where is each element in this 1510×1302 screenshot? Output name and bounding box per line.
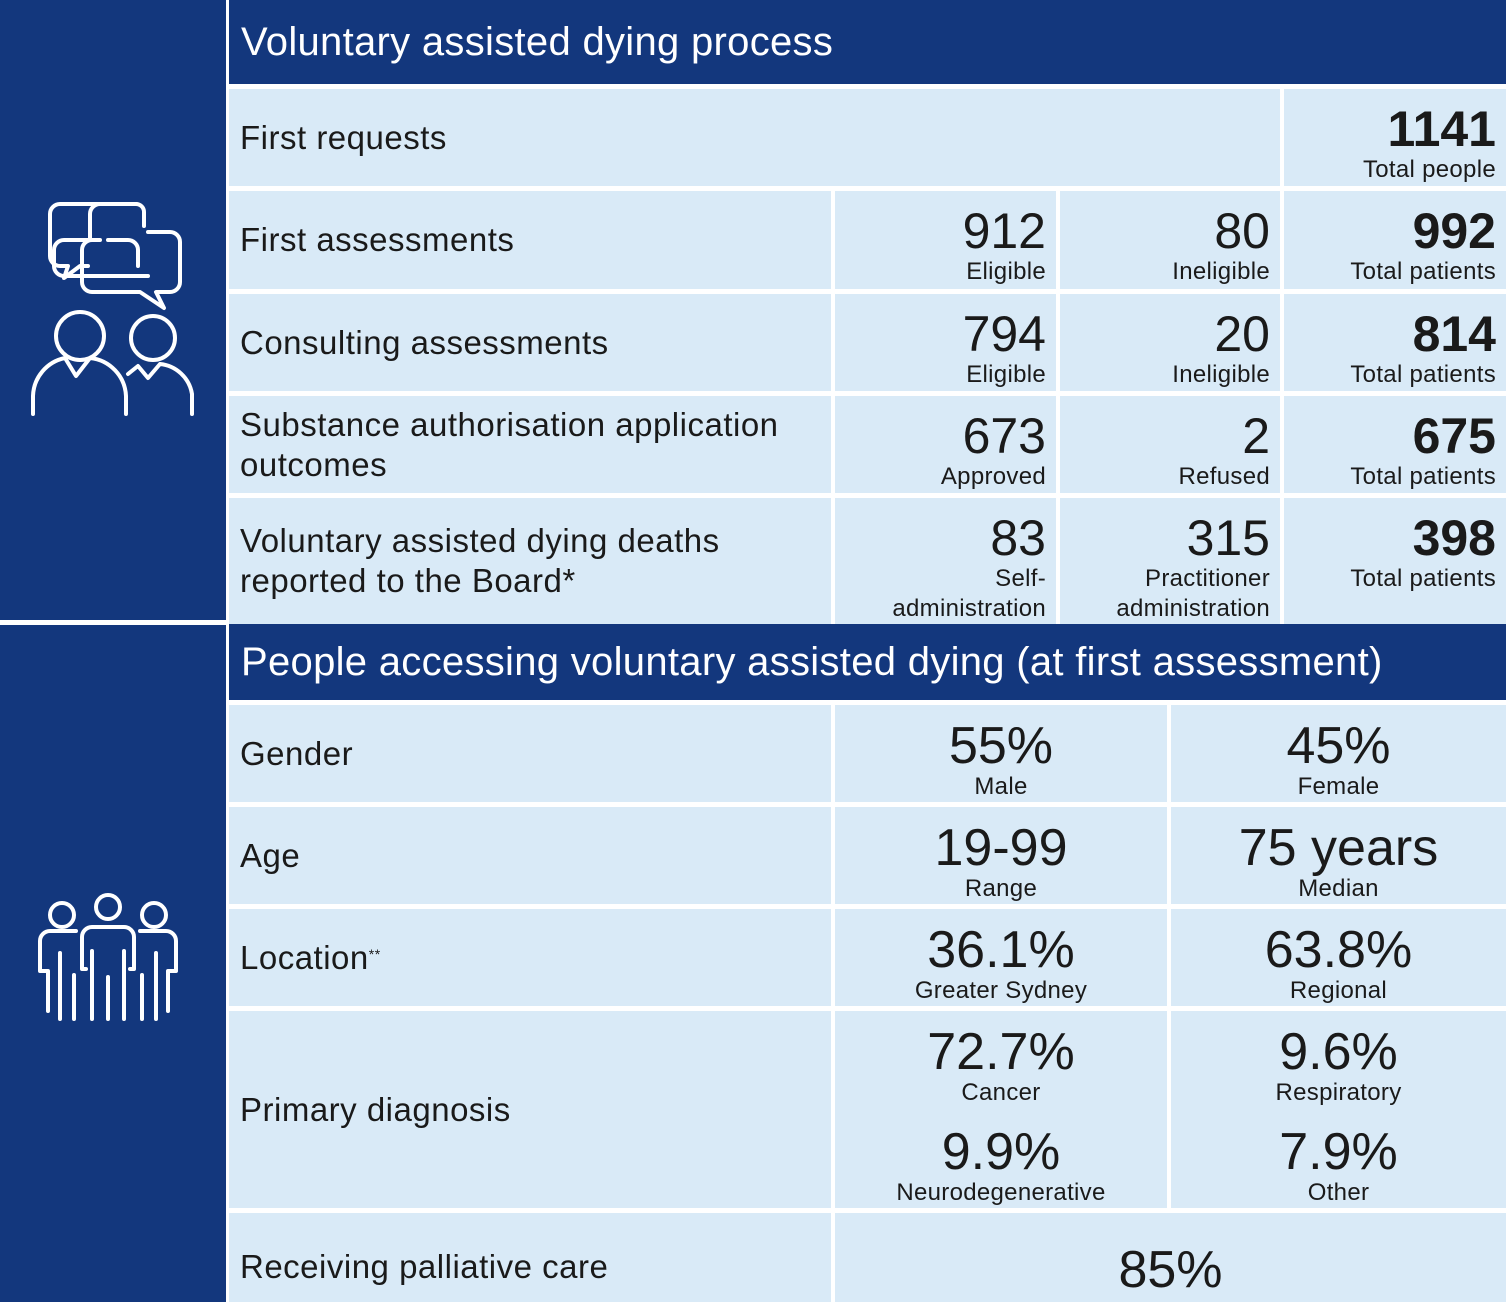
value-cell: 55% Male <box>835 705 1167 802</box>
value-cell: 315 Practitioner administration <box>1060 498 1280 624</box>
total-value: 675 <box>1412 408 1496 464</box>
total-cell: 675 Total patients <box>1284 396 1506 493</box>
value-label: Female <box>1297 773 1380 800</box>
value-label: Refused <box>1178 463 1270 490</box>
value-cell: 673 Approved <box>835 396 1056 493</box>
total-label: Total patients <box>1350 565 1496 592</box>
row-label: First requests <box>229 89 1280 186</box>
value-cell: 80 Ineligible <box>1060 191 1280 289</box>
row-label: Voluntary assisted dying deaths reported… <box>229 498 831 624</box>
row-label: Gender <box>229 705 831 802</box>
value-cell: 9.6% Respiratory 7.9% Other <box>1171 1011 1506 1208</box>
value-label: Approved <box>940 463 1046 490</box>
value-label: Cancer <box>961 1079 1041 1106</box>
divider <box>0 620 229 625</box>
value-cell: 75 years Median <box>1171 807 1506 904</box>
value-cell: 83 Self-administration <box>835 498 1056 624</box>
value-cell: 2 Refused <box>1060 396 1280 493</box>
value: 9.6% <box>1279 1023 1398 1081</box>
value-cell: 20 Ineligible <box>1060 294 1280 391</box>
row-label: First assessments <box>229 191 831 289</box>
value-label: Eligible <box>966 258 1046 285</box>
row-label: Location ** <box>229 909 831 1006</box>
value-label: Eligible <box>966 361 1046 388</box>
value: 315 <box>1186 510 1270 566</box>
value: 75 years <box>1238 819 1439 877</box>
section-icon-panel <box>0 0 226 620</box>
value: 85% <box>1118 1241 1223 1299</box>
value-label: Median <box>1298 875 1379 902</box>
value-label: Regional <box>1289 977 1388 1004</box>
value-cell: 19-99 Range <box>835 807 1167 904</box>
value-cell: 63.8% Regional <box>1171 909 1506 1006</box>
value-cell: 45% Female <box>1171 705 1506 802</box>
total-cell: 814 Total patients <box>1284 294 1506 391</box>
section-icon-panel <box>0 625 226 1302</box>
value-cell: 36.1% Greater Sydney <box>835 909 1167 1006</box>
value-label: Other <box>1307 1179 1370 1206</box>
value: 794 <box>962 306 1046 362</box>
total-cell: 1141 Total people <box>1284 89 1506 186</box>
total-cell: 398 Total patients <box>1284 498 1506 624</box>
value-label: Ineligible <box>1172 361 1270 388</box>
value: 72.7% <box>927 1023 1075 1081</box>
total-value: 398 <box>1412 510 1496 566</box>
conversation-people-icon <box>31 202 194 416</box>
footnote-mark: ** <box>368 945 381 962</box>
value-label: Self-administration <box>892 565 1046 622</box>
value: 83 <box>990 510 1046 566</box>
value: 80 <box>1214 203 1270 259</box>
value: 19-99 <box>934 819 1068 877</box>
total-value: 814 <box>1412 306 1496 362</box>
row-label: Receiving palliative care <box>229 1213 831 1302</box>
value-label: Respiratory <box>1275 1079 1402 1106</box>
value: 912 <box>962 203 1046 259</box>
value-label: Range <box>964 875 1038 902</box>
total-label: Total patients <box>1350 463 1496 490</box>
label-text: Location <box>240 938 369 976</box>
total-label: Total patients <box>1350 258 1496 285</box>
value: 63.8% <box>1264 921 1413 979</box>
value: 673 <box>962 408 1046 464</box>
value: 2 <box>1242 408 1270 464</box>
value-label: Neurodegenerative <box>896 1179 1106 1206</box>
value-label: Male <box>974 773 1028 800</box>
total-cell: 992 Total patients <box>1284 191 1506 289</box>
value-cell: 912 Eligible <box>835 191 1056 289</box>
value: 36.1% <box>927 921 1075 979</box>
value-label: Ineligible <box>1172 258 1270 285</box>
group-of-people-icon <box>38 893 178 1021</box>
people-table: People accessing voluntary assisted dyin… <box>229 624 1506 1302</box>
row-label: Substance authorisation application outc… <box>229 396 831 493</box>
row-label: Primary diagnosis <box>229 1011 831 1208</box>
value: 7.9% <box>1279 1123 1398 1181</box>
process-table: Voluntary assisted dying process First r… <box>229 0 1506 624</box>
row-label: Age <box>229 807 831 904</box>
value: 45% <box>1286 717 1391 775</box>
value-cell: 794 Eligible <box>835 294 1056 391</box>
value: 55% <box>948 717 1054 775</box>
total-label: Total patients <box>1350 361 1496 388</box>
total-value: 1141 <box>1387 101 1496 157</box>
total-value: 992 <box>1412 203 1496 259</box>
section-title: Voluntary assisted dying process <box>229 0 1506 84</box>
total-label: Total people <box>1362 156 1496 183</box>
value: 20 <box>1214 306 1270 362</box>
value-label: Greater Sydney <box>914 977 1088 1004</box>
value-cell: 85% <box>835 1213 1506 1302</box>
value-label: Practitioner administration <box>1116 565 1270 622</box>
row-label: Consulting assessments <box>229 294 831 391</box>
section-title: People accessing voluntary assisted dyin… <box>229 624 1506 700</box>
value-cell: 72.7% Cancer 9.9% Neurodegenerative <box>835 1011 1167 1208</box>
value: 9.9% <box>941 1123 1061 1181</box>
